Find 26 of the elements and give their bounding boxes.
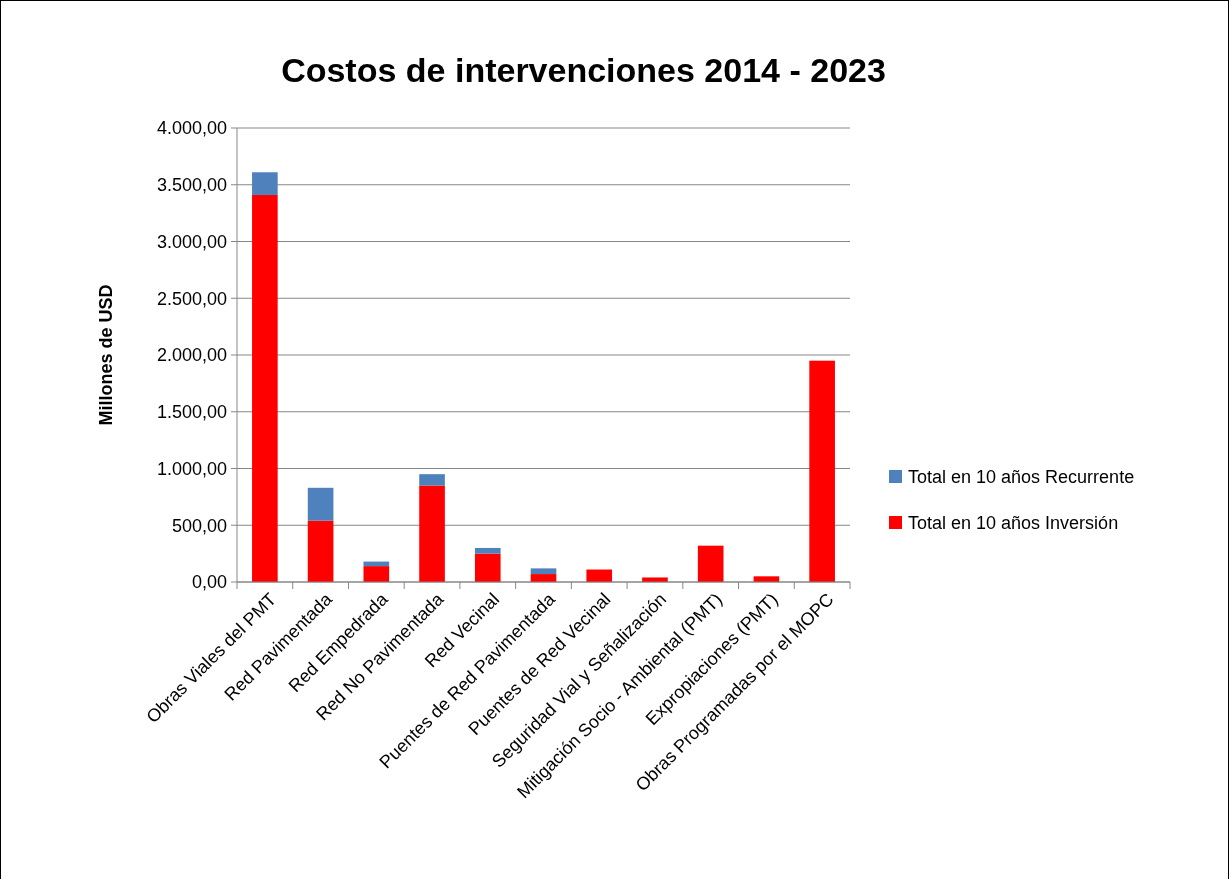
y-tick-label: 1.000,00 xyxy=(156,458,227,479)
bar xyxy=(252,194,278,582)
bar xyxy=(697,545,724,582)
y-tick-label: 2.500,00 xyxy=(156,288,227,309)
bar xyxy=(419,485,445,582)
bar xyxy=(419,474,445,486)
y-tick-label: 3.500,00 xyxy=(156,175,227,196)
legend-label: Total en 10 años Inversión xyxy=(908,513,1119,534)
chart-title: Costos de intervenciones 2014 - 2023 xyxy=(281,51,886,89)
bar xyxy=(642,577,668,582)
y-tick-label: 2.000,00 xyxy=(156,345,227,366)
y-tick-label: 1.500,00 xyxy=(156,402,227,423)
bar xyxy=(474,547,501,554)
bar xyxy=(809,360,835,582)
y-tick-label: 500,00 xyxy=(171,515,227,536)
bar xyxy=(474,553,501,582)
y-tick-label: 0,00 xyxy=(191,572,227,593)
y-tick-label: 3.000,00 xyxy=(156,231,227,252)
y-axis-title: Millones de USD xyxy=(96,284,116,426)
bar xyxy=(252,172,278,195)
bar xyxy=(530,568,557,575)
bar xyxy=(307,487,334,521)
y-tick-label: 4.000,00 xyxy=(156,118,227,139)
bar xyxy=(363,566,390,582)
bar xyxy=(307,520,334,582)
legend-label: Total en 10 años Recurrente xyxy=(908,467,1135,488)
